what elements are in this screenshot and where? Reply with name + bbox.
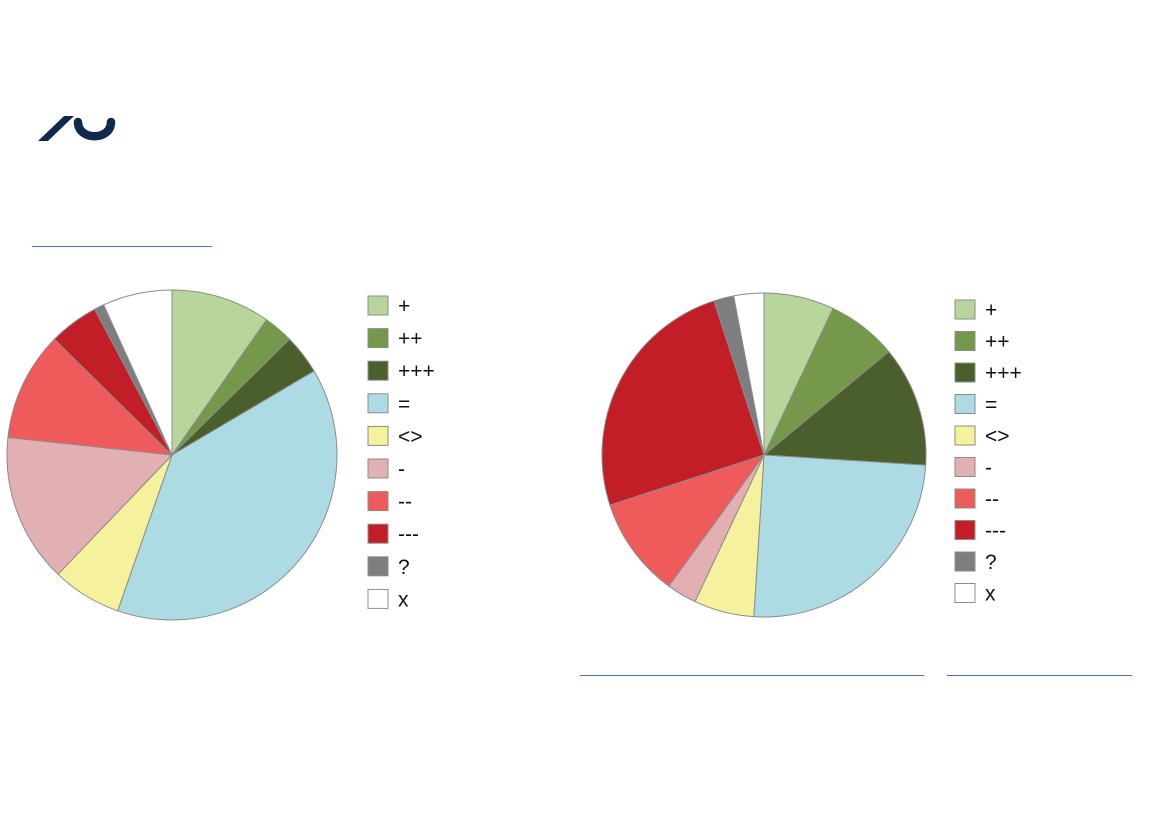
legend-label-0: + [985,299,997,322]
legend-label-1: ++ [398,328,423,351]
legend-swatch-8 [954,551,976,572]
legend-swatch-9 [954,583,976,603]
legend-label-9: x [398,588,409,611]
legend-swatch-6 [367,491,389,512]
legend-label-2: +++ [985,362,1022,385]
pie-slice-7 [601,300,765,506]
legend-swatch-1 [954,331,976,351]
legend-swatch-2 [954,362,976,383]
legend-label-3: = [985,394,997,417]
legend-label-2: +++ [398,360,435,383]
legend-label-6: -- [985,488,999,511]
legend-label-7: --- [985,520,1006,543]
legend-swatch-7 [954,520,976,540]
pie-slice-3 [753,454,927,618]
pie-slice-6 [7,338,174,456]
pie-slice-2 [762,351,927,466]
legend-swatch-3 [954,394,976,414]
legend-swatch-2 [367,360,389,381]
link-underline-top[interactable] [32,246,212,247]
legend-label-1: ++ [985,331,1010,354]
legend-label-9: x [985,583,996,606]
pie-slice-9 [733,292,765,456]
legend-label-8: ? [985,551,997,574]
legend-swatch-5 [954,457,976,477]
pie-slice-3 [117,370,338,621]
legend-label-8: ? [398,556,410,579]
pie-slice-0 [171,289,268,457]
legend-swatch-6 [954,488,976,509]
legend-label-4: <> [398,425,423,448]
legend-swatch-0 [367,295,389,316]
legend-label-5: - [398,458,405,481]
pie-chart-right: ++++++=<>------?x [601,292,1022,618]
legend-label-5: - [985,457,992,480]
legend-swatch-7 [367,523,389,544]
legend-swatch-1 [367,328,389,349]
legend-label-0: + [398,295,410,318]
legend-swatch-0 [954,299,976,320]
legend-swatch-4 [367,425,389,446]
pie-chart-left: ++++++=<>------?x [6,289,435,621]
legend-swatch-8 [367,556,389,577]
legend-label-7: --- [398,523,419,546]
legend-label-6: -- [398,491,412,514]
legend-swatch-5 [367,458,389,479]
pie-slice-5 [6,436,174,576]
legend-swatch-9 [367,588,389,609]
pie-slice-9 [103,289,173,456]
pie-slice-6 [609,454,766,587]
link-underline-bottom-right[interactable] [947,675,1132,676]
legend-label-4: <> [985,425,1010,448]
legend-swatch-3 [367,393,389,414]
university-logo-icon [38,116,116,141]
legend-swatch-4 [954,425,976,446]
link-underline-bottom-left[interactable] [580,675,924,676]
legend-label-3: = [398,393,410,416]
